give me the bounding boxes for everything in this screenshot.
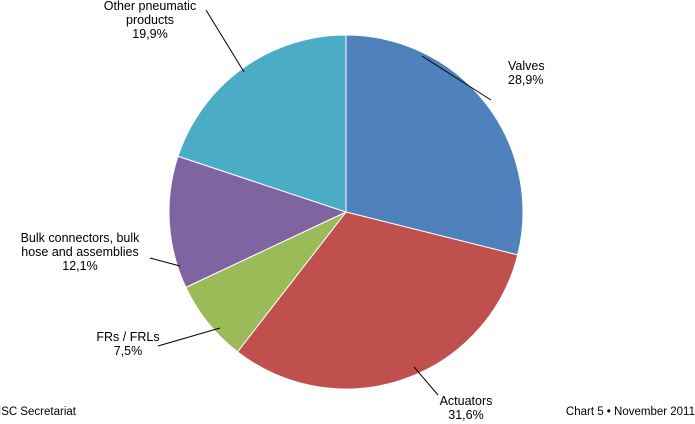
leader-line-4 [149,257,181,267]
slice-name-label: Valves [508,59,545,73]
leader-line-1 [421,55,492,101]
leader-line-2 [413,366,439,396]
leader-line-3 [157,327,221,347]
leader-lines [149,9,492,396]
pie-slice-2 [236,211,519,390]
leader-line-5 [205,9,245,73]
slice-name-label: hose and assemblies [21,245,138,259]
pie-slice-4 [168,155,348,289]
slice-value-label: 28,9% [508,73,543,87]
source-note: ISC Secretariat [0,406,76,418]
pie-slices [168,34,524,390]
slice-label-2: Actuators 31,6% [440,394,493,422]
slice-label-1: Valves 28,9% [508,59,545,87]
slice-label-4: Bulk connectors, bulk hose and assemblies… [21,231,141,273]
slice-label-5: Other pneumatic products 19,9% [104,0,196,41]
slice-value-label: 7,5% [114,344,143,358]
slice-name-label: Bulk connectors, bulk [21,231,141,245]
pie-slice-1 [345,34,524,256]
slice-value-label: 12,1% [62,259,97,273]
slice-labels: Valves 28,9% Actuators 31,6% FRs / FRLs 7,5% B… [21,0,545,422]
slice-name-label: Other pneumatic [104,0,196,13]
slice-name-label: products [126,13,174,27]
slice-value-label: 19,9% [132,27,167,41]
slice-label-3: FRs / FRLs 7,5% [96,330,159,358]
slice-value-label: 31,6% [448,408,483,422]
slice-name-label: Actuators [440,394,493,408]
chart-caption: Chart 5 • November 2011 [565,406,695,418]
slice-name-label: FRs / FRLs [96,330,159,344]
